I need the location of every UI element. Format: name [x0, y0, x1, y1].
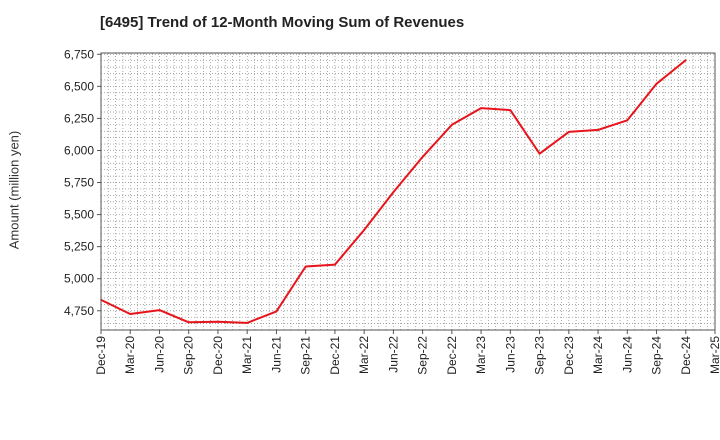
data-point — [684, 59, 687, 61]
data-point — [392, 191, 395, 193]
plot-frame — [100, 52, 716, 331]
x-tick-label: Mar-25 — [708, 336, 720, 374]
x-tick-label: Mar-22 — [357, 336, 371, 374]
y-tick-label: 6,750 — [64, 47, 94, 61]
data-point — [480, 107, 482, 109]
data-point — [129, 313, 132, 315]
x-tick-label: Dec-19 — [94, 336, 108, 375]
y-tick-label: 5,500 — [64, 208, 94, 222]
data-point — [421, 156, 424, 158]
data-point — [597, 129, 599, 131]
x-tick-label: Dec-24 — [679, 336, 693, 375]
y-tick-label: 5,000 — [64, 272, 94, 286]
x-tick-label: Dec-20 — [211, 336, 225, 375]
data-point — [626, 119, 629, 122]
data-point — [187, 321, 190, 324]
x-tick-label: Jun-20 — [152, 336, 166, 373]
x-tick-label: Jun-22 — [386, 336, 400, 373]
data-point — [158, 309, 161, 311]
grid-layer — [101, 53, 715, 330]
data-point — [509, 109, 512, 111]
x-tick-label: Sep-23 — [533, 336, 547, 375]
chart-title: [6495] Trend of 12-Month Moving Sum of R… — [100, 14, 465, 31]
x-tick-label: Sep-20 — [182, 336, 196, 375]
y-tick-label: 5,750 — [64, 176, 94, 190]
y-tick-label: 6,000 — [64, 143, 94, 157]
y-tick-label: 6,250 — [64, 111, 94, 125]
data-point — [538, 152, 541, 155]
x-tick-label: Mar-24 — [591, 336, 605, 374]
x-tick-label: Sep-22 — [416, 336, 430, 375]
x-tick-label: Mar-21 — [240, 336, 254, 374]
data-point — [334, 263, 336, 266]
data-point — [568, 131, 570, 133]
data-point — [304, 265, 307, 268]
x-tick-label: Jun-23 — [503, 336, 517, 373]
x-tick-labels: Dec-19 Mar-20 Jun-20 Sep-20 Dec-20 Mar-21 Jun-… — [94, 330, 720, 375]
x-tick-label: Dec-23 — [562, 336, 576, 375]
data-point — [363, 229, 365, 231]
x-tick-label: Mar-20 — [123, 336, 137, 374]
y-tick-label: 6,500 — [64, 79, 94, 93]
x-tick-label: Dec-22 — [445, 336, 459, 375]
x-tick-label: Dec-21 — [328, 336, 342, 375]
data-point — [451, 124, 453, 126]
x-tick-label: Sep-21 — [299, 336, 313, 375]
data-point — [217, 320, 219, 323]
data-point — [655, 82, 658, 85]
x-tick-label: Jun-21 — [269, 336, 283, 373]
x-tick-label: Mar-23 — [474, 336, 488, 374]
y-tick-label: 4,750 — [64, 304, 94, 318]
y-tick-label: 5,250 — [64, 240, 94, 254]
x-tick-label: Jun-24 — [620, 336, 634, 373]
x-tick-label: Sep-24 — [650, 336, 664, 375]
data-point — [275, 310, 278, 313]
y-tick-labels: 4,750 5,000 5,250 5,500 5,750 6,000 6,250 6,500… — [64, 47, 101, 318]
data-point — [246, 322, 248, 324]
